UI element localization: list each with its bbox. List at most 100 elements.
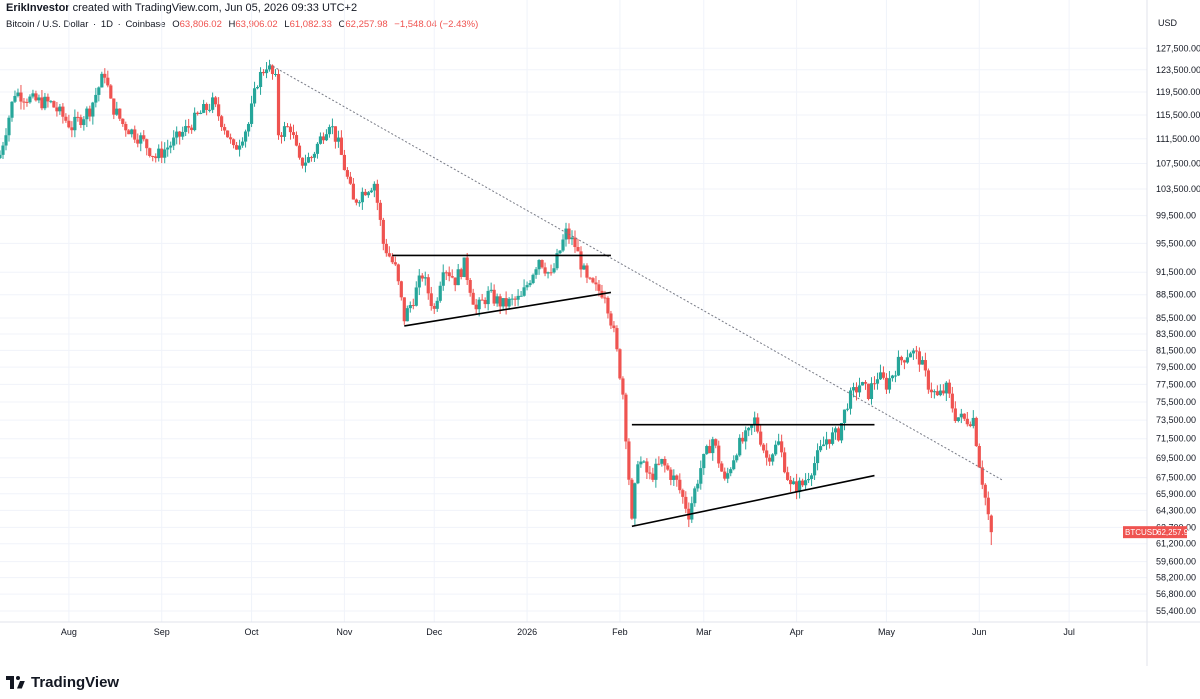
- candle-body: [552, 268, 556, 273]
- candle-body: [1, 145, 5, 155]
- candle-body: [657, 463, 661, 465]
- candle-body: [702, 453, 706, 469]
- candle-body: [711, 439, 715, 454]
- candle-body: [801, 480, 805, 486]
- candle-body: [34, 93, 38, 101]
- trendline-solid: [404, 291, 612, 327]
- candle-body: [905, 357, 910, 363]
- candle-body: [651, 473, 655, 480]
- candle-body: [366, 192, 370, 196]
- candle-body: [821, 444, 826, 447]
- candle-body: [163, 149, 167, 158]
- candle-body: [58, 106, 62, 112]
- candle-body: [67, 120, 71, 128]
- candle-body: [70, 127, 74, 131]
- candle-body: [783, 452, 787, 473]
- candle-body: [866, 383, 871, 400]
- candle-body: [202, 103, 206, 113]
- y-tick-label: 77,500.00: [1156, 379, 1196, 389]
- candle-body: [809, 475, 814, 479]
- candle-body: [681, 490, 685, 497]
- candle-body: [360, 191, 364, 203]
- candle-body: [950, 393, 954, 409]
- candle-body: [112, 98, 116, 115]
- candle-body: [336, 137, 341, 142]
- candle-body: [399, 281, 403, 298]
- candle-body: [79, 117, 83, 126]
- candle-body: [130, 129, 134, 135]
- candle-body: [977, 445, 981, 468]
- candle-body: [166, 147, 170, 150]
- candle-body: [830, 432, 835, 444]
- candle-body: [953, 408, 957, 421]
- candle-body: [46, 96, 50, 102]
- candle-body: [468, 280, 472, 293]
- legend-high-value: 63,906.02: [235, 19, 278, 30]
- candle-body: [172, 137, 176, 146]
- candle-body: [884, 377, 889, 390]
- candle-body: [684, 496, 688, 509]
- candle-body: [97, 87, 101, 95]
- candle-body: [61, 106, 65, 117]
- candle-body: [573, 237, 577, 248]
- candle-body: [965, 418, 969, 425]
- candle-body: [480, 299, 484, 301]
- candle-body: [240, 141, 245, 146]
- candle-body: [381, 219, 385, 244]
- candle-body: [267, 65, 272, 70]
- candle-body: [621, 378, 625, 395]
- candle-body: [594, 282, 598, 285]
- candle-body: [678, 479, 682, 491]
- candle-body: [974, 417, 978, 446]
- candle-body: [579, 251, 583, 270]
- candle-body: [947, 382, 951, 394]
- candle-body: [798, 480, 802, 493]
- candle-body: [561, 239, 565, 251]
- candle-body: [645, 461, 649, 473]
- candle-body: [306, 157, 311, 163]
- candle-body: [309, 157, 314, 159]
- candle-body: [333, 126, 338, 142]
- candle-body: [741, 437, 745, 442]
- candle-body: [887, 378, 892, 390]
- x-tick-label: Jul: [1063, 627, 1075, 637]
- candle-body: [223, 127, 227, 131]
- candle-body: [378, 202, 382, 220]
- candle-body: [234, 145, 239, 150]
- candle-body: [507, 298, 511, 307]
- candle-body: [100, 73, 104, 88]
- candle-body: [327, 127, 332, 135]
- candle-body: [426, 277, 430, 294]
- y-tick-label: 88,500.00: [1156, 290, 1196, 300]
- candle-body: [732, 460, 736, 470]
- candle-body: [705, 446, 709, 454]
- candle-body: [660, 458, 664, 464]
- candle-body: [393, 262, 397, 265]
- candle-body: [603, 297, 607, 299]
- candle-body: [255, 86, 260, 89]
- candle-body: [300, 157, 305, 166]
- y-tick-label: 64,300.00: [1156, 505, 1196, 515]
- candle-body: [597, 284, 601, 291]
- candle-body: [890, 375, 895, 379]
- candle-body: [264, 69, 269, 74]
- candle-body: [429, 293, 433, 306]
- chart-author-header: ErikInvestor created with TradingView.co…: [6, 2, 357, 14]
- candle-body: [875, 379, 880, 384]
- trendline-solid: [631, 474, 875, 528]
- candle-body: [432, 305, 436, 309]
- candle-body: [750, 424, 754, 428]
- candle-body: [911, 350, 916, 354]
- candle-body: [723, 471, 727, 479]
- y-tick-label: 56,800.00: [1156, 589, 1196, 599]
- candle-body: [348, 176, 352, 184]
- candle-body: [354, 199, 358, 203]
- legend-interval: 1D: [100, 19, 113, 30]
- y-tick-label: 73,500.00: [1156, 415, 1196, 425]
- x-tick-label: Jun: [972, 627, 987, 637]
- currency-label: USD: [1158, 18, 1178, 28]
- candle-body: [459, 269, 463, 277]
- candle-body: [226, 130, 230, 138]
- candle-body: [633, 483, 637, 519]
